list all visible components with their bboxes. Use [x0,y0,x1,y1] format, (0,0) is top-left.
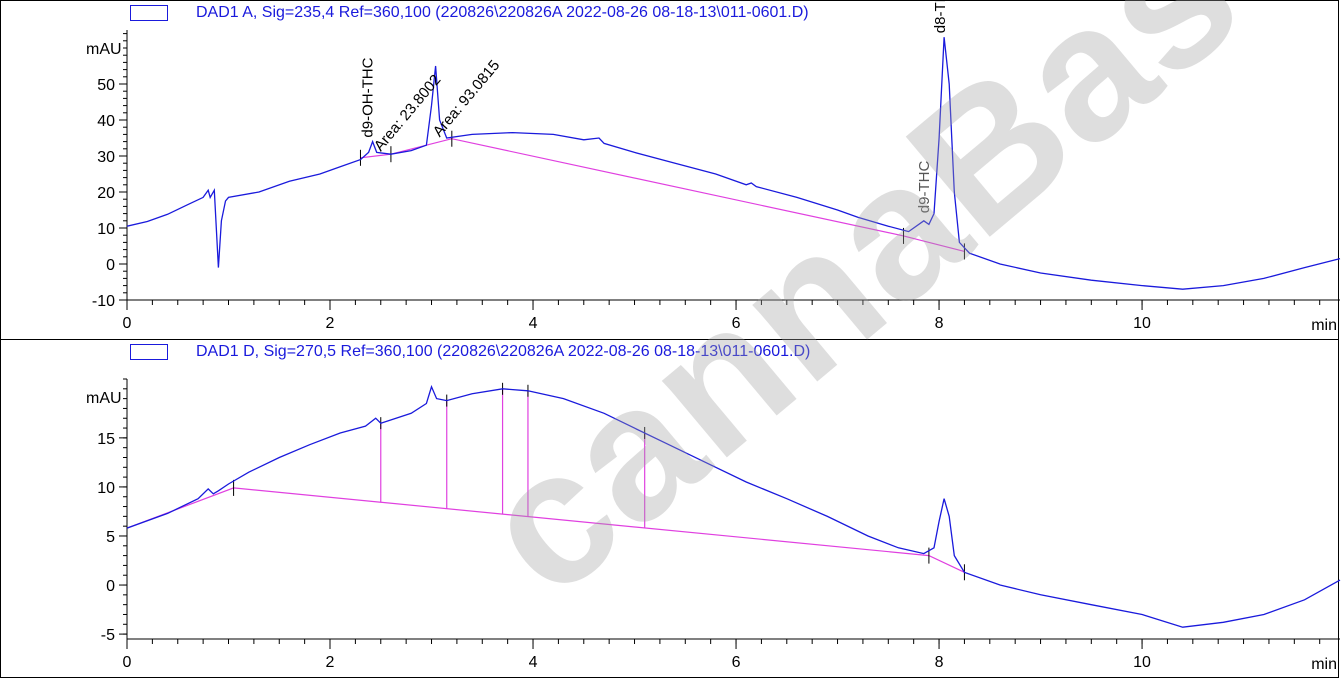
panel-a-y-axis-label: mAU [86,41,122,58]
panel-d-y-tick-label: -5 [101,627,115,644]
panel-d-y-tick-label: 5 [106,529,115,546]
panel-a-x-tick-label: 0 [123,315,132,332]
panel-d-x-tick-label: 10 [1133,654,1151,671]
panel-d-y-tick-label: 0 [106,578,115,595]
panel-d-x-tick-label: 6 [732,654,741,671]
panel-a-peak-annotation: d9-OH-THC [360,57,377,137]
panel-d-signal-trace [126,384,1341,628]
panel-a-x-tick-label: 6 [732,315,741,332]
panel-a-peak-annotation: d9-THC [916,161,933,214]
panel-a-peak-annotation: d8-THC [932,0,949,33]
panel-d-y-axis-label: mAU [86,390,122,407]
panel-a-peak-annotation: Area: 93.0815 [430,57,504,140]
panel-d-integration-baseline [126,487,965,573]
panel-d-x-tick-label: 2 [326,654,335,671]
panel-a-y-tick-label: 30 [97,149,115,166]
panel-d-legend-label: DAD1 D, Sig=270,5 Ref=360,100 (220826\22… [196,343,811,360]
chart-panel-d: mAU -5 0 5 10 15 0 2 4 6 8 10 min [86,378,1341,673]
panel-a-y-tick-label: 50 [97,77,115,94]
panel-a-x-axis-label: min [1311,317,1337,334]
panel-d-x-tick-label: 0 [123,654,132,671]
panel-d-legend-swatch [130,344,168,360]
panel-a-y-tick-label: 0 [106,257,115,274]
panel-d-x-tick-label: 8 [935,654,944,671]
panel-a-y-tick-label: 20 [97,185,115,202]
panel-d-legend: DAD1 D, Sig=270,5 Ref=360,100 (220826\22… [0,343,810,361]
panel-a-signal-trace [126,37,1341,290]
panel-d-x-tick-label: 4 [529,654,538,671]
panel-a-x-tick-label: 10 [1133,315,1151,332]
panel-a-x-tick-label: 8 [935,315,944,332]
panel-a-y-tick-label: 10 [97,221,115,238]
panel-a-legend-label: DAD1 A, Sig=235,4 Ref=360,100 (220826\22… [196,4,809,21]
panel-a-x-tick-label: 4 [529,315,538,332]
panel-a-legend-swatch [130,5,168,21]
panel-a-legend: DAD1 A, Sig=235,4 Ref=360,100 (220826\22… [0,4,809,22]
panel-a-y-tick-label: 40 [97,113,115,130]
panel-a-peak-annotation: Area: 23.8002 [371,71,445,154]
panel-d-y-tick-label: 10 [97,480,115,497]
panel-d-y-tick-label: 15 [97,431,115,448]
panel-a-x-tick-label: 2 [326,315,335,332]
panel-a-y-tick-label: -10 [92,293,115,310]
panel-d-x-axis-label: min [1311,656,1337,673]
